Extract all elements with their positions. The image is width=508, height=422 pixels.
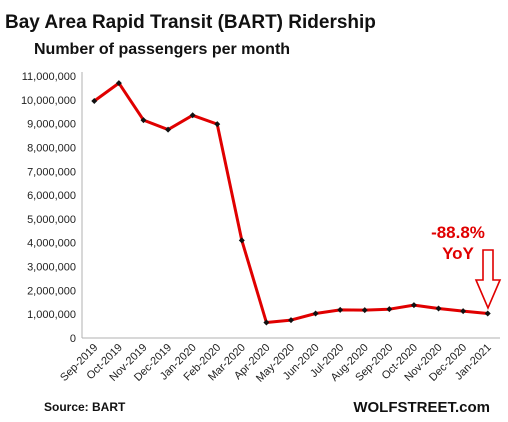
data-point <box>288 317 294 324</box>
data-point <box>337 306 344 313</box>
data-point <box>165 126 172 133</box>
annotation-percent: -88.8% <box>431 223 485 242</box>
y-tick-label: 7,000,000 <box>27 166 76 178</box>
annotation-arrow <box>474 249 502 311</box>
data-point <box>238 237 245 244</box>
y-tick-label: 6,000,000 <box>27 190 76 202</box>
y-tick-labels: 0 1,000,000 2,000,000 3,000,000 4,000,000 5,0… <box>21 71 76 345</box>
y-tick-label: 5,000,000 <box>27 214 76 226</box>
y-tick-label: 1,000,000 <box>27 309 76 321</box>
chart-title: Bay Area Rapid Transit (BART) Ridership <box>5 12 376 33</box>
data-point <box>484 310 491 317</box>
y-tick-label: 2,000,000 <box>27 285 76 297</box>
data-point <box>386 306 393 313</box>
y-tick-label: 4,000,000 <box>27 238 76 250</box>
source-label: Source: BART <box>44 400 126 414</box>
data-point <box>263 319 270 326</box>
y-tick-label: 11,000,000 <box>22 71 76 83</box>
data-markers <box>91 80 491 326</box>
y-tick-label: 9,000,000 <box>27 119 76 131</box>
y-tick-label: 8,000,000 <box>27 142 76 154</box>
y-tick-label: 0 <box>70 333 76 345</box>
data-point <box>410 302 417 309</box>
annotation-yoy: YoY <box>442 244 474 263</box>
chart-subtitle: Number of passengers per month <box>34 41 290 58</box>
data-point <box>214 121 221 128</box>
data-point <box>435 305 442 312</box>
series-line-ridership <box>93 81 488 324</box>
brand-label: WOLFSTREET.com <box>353 399 490 416</box>
data-point <box>189 112 196 119</box>
data-point <box>115 80 122 87</box>
data-point <box>140 117 147 124</box>
x-tick-labels: Sep-2019Oct-2019Nov-2019Dec-2019Jan-2020… <box>58 342 494 385</box>
y-tick-label: 3,000,000 <box>27 262 76 274</box>
y-tick-label: 10,000,000 <box>21 95 76 107</box>
data-point <box>312 310 319 317</box>
data-point <box>91 98 98 105</box>
data-point <box>361 307 368 314</box>
data-point <box>460 308 467 315</box>
